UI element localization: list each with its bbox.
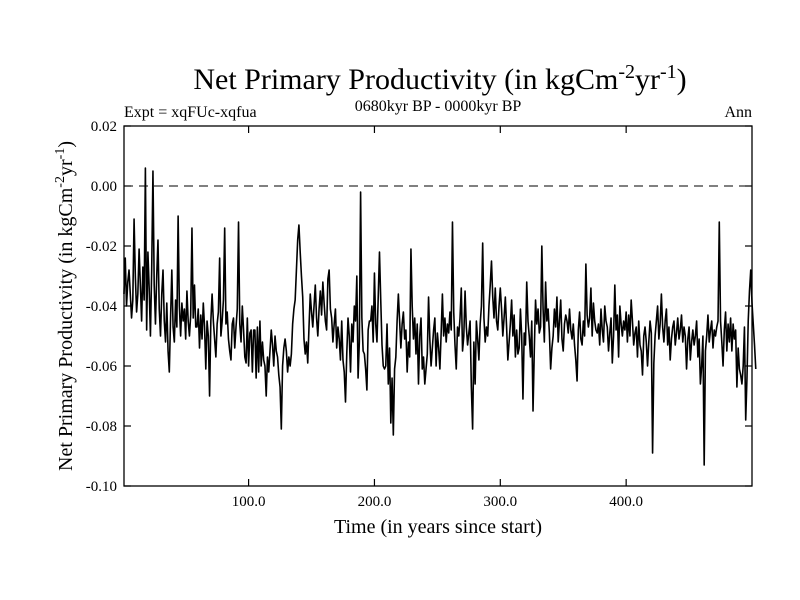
x-tick-label: 100.0 <box>232 494 266 510</box>
x-tick-label: 300.0 <box>483 494 517 510</box>
title-end: ) <box>677 63 687 96</box>
y-tick-label: -0.08 <box>86 419 117 435</box>
experiment-label: Expt = xqFUc-xqfua <box>124 104 257 121</box>
ylabel-sup2: -1 <box>53 148 68 160</box>
y-tick-label: 0.02 <box>91 119 117 135</box>
chart-title: Net Primary Productivity (in kgCm-2yr-1) <box>193 61 686 96</box>
title-mid: yr <box>635 63 660 96</box>
x-axis-label: Time (in years since start) <box>334 516 542 538</box>
title-main: Net Primary Productivity (in kgCm <box>193 63 618 96</box>
season-label: Ann <box>724 104 752 121</box>
y-tick-label: -0.04 <box>86 299 118 315</box>
y-tick-label: 0.00 <box>91 179 117 195</box>
y-tick-label: -0.10 <box>86 479 117 495</box>
x-tick-label: 200.0 <box>358 494 392 510</box>
y-tick-label: -0.06 <box>86 359 118 375</box>
time-range-label: 0680kyr BP - 0000kyr BP <box>355 98 522 115</box>
x-axis-ticks: 100.0 200.0 300.0 400.0 <box>232 126 643 510</box>
title-sup1: -2 <box>618 61 635 83</box>
y-axis-ticks: 0.02 0.00 -0.02 -0.04 -0.06 -0.08 -0.10 <box>86 119 752 495</box>
y-tick-label: -0.02 <box>86 239 117 255</box>
ylabel-main: Net Primary Productivity (in kgCm <box>55 187 77 471</box>
series-line <box>123 167 757 466</box>
ylabel-end: ) <box>55 141 77 148</box>
x-tick-label: 400.0 <box>609 494 643 510</box>
title-sup2: -1 <box>660 61 677 83</box>
ylabel-mid: yr <box>55 159 77 176</box>
y-axis-label: Net Primary Productivity (in kgCm-2yr-1) <box>53 141 77 471</box>
ylabel-sup1: -2 <box>53 176 68 188</box>
